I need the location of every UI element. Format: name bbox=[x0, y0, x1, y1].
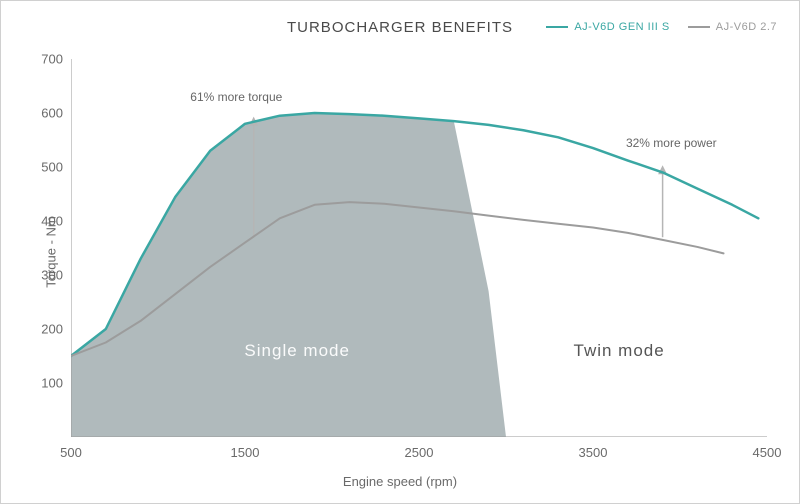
ytick-label: 300 bbox=[23, 268, 71, 283]
ytick-label: 100 bbox=[23, 376, 71, 391]
ytick-label: 700 bbox=[23, 52, 71, 67]
xtick-label: 500 bbox=[60, 437, 82, 460]
ytick-label: 200 bbox=[23, 322, 71, 337]
x-axis-label: Engine speed (rpm) bbox=[1, 474, 799, 489]
legend-swatch-gen3s bbox=[546, 26, 568, 28]
ytick-label: 400 bbox=[23, 214, 71, 229]
ytick-label: 600 bbox=[23, 106, 71, 121]
legend: AJ-V6D GEN III S AJ-V6D 2.7 bbox=[546, 21, 777, 33]
plot-area: 1002003004005006007005001500250035004500… bbox=[71, 59, 767, 437]
xtick-label: 3500 bbox=[579, 437, 608, 460]
legend-swatch-27 bbox=[688, 26, 710, 28]
mode-label-single: Single mode bbox=[244, 341, 350, 361]
legend-item-gen3s: AJ-V6D GEN III S bbox=[546, 21, 669, 33]
annotation-label: 61% more torque bbox=[190, 90, 282, 104]
xtick-label: 2500 bbox=[405, 437, 434, 460]
chart-container: TURBOCHARGER BENEFITS AJ-V6D GEN III S A… bbox=[0, 0, 800, 504]
xtick-label: 4500 bbox=[753, 437, 782, 460]
legend-label-27: AJ-V6D 2.7 bbox=[716, 21, 777, 33]
legend-item-27: AJ-V6D 2.7 bbox=[688, 21, 777, 33]
annotation-label: 32% more power bbox=[626, 136, 717, 150]
ytick-label: 500 bbox=[23, 160, 71, 175]
legend-label-gen3s: AJ-V6D GEN III S bbox=[574, 21, 669, 33]
plot-svg bbox=[71, 59, 767, 437]
mode-label-twin: Twin mode bbox=[573, 341, 664, 361]
xtick-label: 1500 bbox=[231, 437, 260, 460]
